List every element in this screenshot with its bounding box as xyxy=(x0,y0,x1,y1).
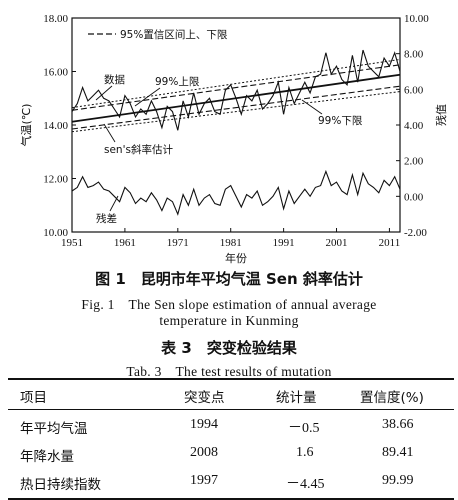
table-cell: 热日持续指数 xyxy=(20,477,101,493)
x-tick-label: 2011 xyxy=(379,237,401,249)
y-tick-label: 12.00 xyxy=(43,174,68,186)
x-tick-label: 1991 xyxy=(273,237,295,249)
table-header-confidence: 置信度(%) xyxy=(360,390,424,406)
series-ci99-lower-line xyxy=(71,91,401,133)
table-caption-cn: 表 3 突变检验结果 xyxy=(161,339,297,357)
table-cell: 89.41 xyxy=(382,445,414,460)
annotation-ci99-lower: 99%下限 xyxy=(318,115,363,127)
table-header-rule xyxy=(8,409,454,410)
table-cell: 1997 xyxy=(190,473,218,488)
series-residual-line xyxy=(71,169,401,216)
x-tick-label: 1951 xyxy=(61,237,83,249)
y2-axis-label: 残值 xyxy=(434,104,448,126)
x-tick-label: 1961 xyxy=(114,237,136,249)
y2-tick-label: 10.00 xyxy=(404,13,429,25)
table-cell: 99.99 xyxy=(382,473,414,488)
series-sen-slope-line xyxy=(71,73,401,123)
series-ci99-upper-line xyxy=(71,58,401,109)
legend-label-ci95: 95%置信区间上、下限 xyxy=(120,28,228,41)
table-header-change-point: 突变点 xyxy=(184,390,225,406)
table-cell: －4.45 xyxy=(286,477,325,492)
figure-caption-cn: 图 1 昆明市年平均气温 Sen 斜率估计 xyxy=(95,270,363,288)
annotation-ci99-upper-leader xyxy=(134,87,161,107)
y2-tick-label: 4.00 xyxy=(404,120,424,132)
table-top-rule xyxy=(8,378,454,380)
annotation-residual-leader xyxy=(109,195,119,212)
annotation-ci99-upper: 99%上限 xyxy=(155,76,200,88)
y2-tick-label: 0.00 xyxy=(404,191,424,203)
y2-tick-label: 8.00 xyxy=(404,49,424,61)
series-ci95-upper-line xyxy=(71,64,401,111)
annotation-ci99-lower-leader xyxy=(301,99,323,115)
table-cell: 年降水量 xyxy=(20,449,74,465)
table-bottom-rule xyxy=(8,498,454,500)
x-tick-label: 2001 xyxy=(326,237,348,249)
table-cell: 年平均气温 xyxy=(20,421,88,437)
table-cell: 1994 xyxy=(190,417,218,432)
sen-slope-chart: 1951 1961 1971 1981 1991 2001 2011 10.00 12.00 14… xyxy=(19,13,448,265)
table-cell: 2008 xyxy=(190,445,218,460)
axis-ticks: 1951 1961 1971 1981 1991 2001 2011 10.00 12.00 14… xyxy=(43,13,429,249)
table-header-item: 项目 xyxy=(20,390,47,406)
x-tick-label: 1971 xyxy=(167,237,189,249)
figure-caption-en-line1: Fig. 1 The Sen slope estimation of annua… xyxy=(81,297,377,312)
annotation-sen-slope: sen's斜率估计 xyxy=(104,143,173,156)
y2-tick-label: 2.00 xyxy=(404,156,424,168)
table-caption-en: Tab. 3 The test results of mutation xyxy=(126,364,332,379)
y-tick-label: 10.00 xyxy=(43,227,68,239)
table-cell: 1.6 xyxy=(296,445,314,460)
y2-tick-label: 6.00 xyxy=(404,84,424,96)
y-tick-label: 18.00 xyxy=(43,13,68,25)
y2-tick-label: -2.00 xyxy=(404,227,427,239)
table-cell: －0.5 xyxy=(288,421,320,436)
y-tick-label: 14.00 xyxy=(43,120,68,132)
annotation-data-leader xyxy=(95,85,113,101)
x-axis-label: 年份 xyxy=(225,251,247,265)
annotation-sen-slope-leader xyxy=(103,123,116,143)
annotation-residual: 残差 xyxy=(96,212,117,225)
table-header-statistic: 统计量 xyxy=(276,390,317,406)
table-cell: 38.66 xyxy=(382,417,414,432)
x-tick-label: 1981 xyxy=(220,237,242,249)
series-ci95-lower-line xyxy=(71,85,401,130)
series-layer xyxy=(71,49,401,216)
y-tick-label: 16.00 xyxy=(43,67,68,79)
annotation-data: 数据 xyxy=(104,73,125,86)
y-axis-label: 气温(℃) xyxy=(19,104,33,147)
figure-caption-en-line2: temperature in Kunming xyxy=(159,313,299,328)
